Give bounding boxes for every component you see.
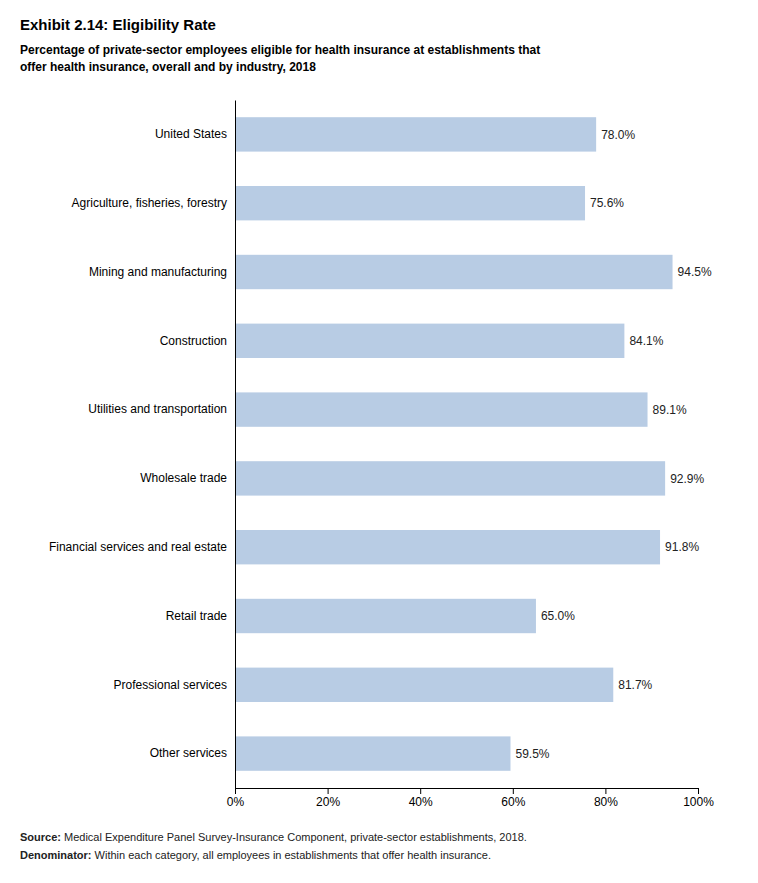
bar bbox=[235, 736, 510, 770]
y-tick-label: Construction bbox=[160, 334, 227, 348]
x-tick: 60% bbox=[501, 788, 525, 809]
y-tick: Agriculture, fisheries, forestry bbox=[72, 196, 235, 210]
y-tick-label: Financial services and real estate bbox=[49, 540, 227, 554]
data-label: 84.1% bbox=[629, 334, 663, 348]
data-labels: 78.0% 75.6% 94.5% 84.1% 89.1% 92.9% 91.8% 65.0%… bbox=[515, 128, 711, 761]
x-tick-label: 20% bbox=[316, 795, 340, 809]
bar bbox=[235, 530, 660, 564]
bar bbox=[235, 461, 665, 495]
subtitle: Percentage of private-sector employees e… bbox=[20, 43, 540, 74]
bar bbox=[235, 324, 624, 358]
x-tick-mark bbox=[605, 788, 606, 794]
y-tick-label: Agriculture, fisheries, forestry bbox=[72, 196, 227, 210]
x-tick-mark bbox=[328, 788, 329, 794]
x-tick-mark bbox=[420, 788, 421, 794]
x-tick-label: 40% bbox=[409, 795, 433, 809]
subtitle-line: offer health insurance, overall and by i… bbox=[20, 60, 316, 74]
y-tick: Retail trade bbox=[166, 609, 235, 623]
x-tick-label: 0% bbox=[227, 795, 245, 809]
y-tick-label: United States bbox=[155, 127, 227, 141]
x-tick-label: 80% bbox=[594, 795, 618, 809]
subtitle-line: Percentage of private-sector employees e… bbox=[20, 43, 540, 57]
title: Exhibit 2.14: Eligibility Rate bbox=[20, 16, 216, 33]
data-label: 78.0% bbox=[601, 128, 635, 142]
footnote-text: Within each category, all employees in e… bbox=[92, 849, 491, 861]
x-tick-mark bbox=[235, 788, 236, 794]
footnote-label: Source: bbox=[20, 831, 61, 843]
y-axis: United States Agriculture, fisheries, for… bbox=[49, 101, 236, 789]
y-tick: Utilities and transportation bbox=[88, 402, 235, 416]
y-tick: Wholesale trade bbox=[140, 471, 235, 485]
data-label: 91.8% bbox=[665, 540, 699, 554]
data-label: 65.0% bbox=[541, 609, 575, 623]
y-tick: Financial services and real estate bbox=[49, 540, 235, 554]
plot: 0% 20% 40% 60% 80% 100% United States Agricultu… bbox=[49, 101, 714, 809]
x-tick: 40% bbox=[409, 788, 433, 809]
data-label: 75.6% bbox=[590, 196, 624, 210]
x-tick-label: 60% bbox=[501, 795, 525, 809]
data-label: 94.5% bbox=[678, 265, 712, 279]
bar bbox=[235, 392, 648, 426]
y-tick: Other services bbox=[150, 746, 235, 760]
x-tick: 100% bbox=[683, 788, 714, 809]
y-tick: Mining and manufacturing bbox=[89, 265, 235, 279]
bar bbox=[235, 599, 536, 633]
x-tick: 80% bbox=[594, 788, 618, 809]
x-tick-mark bbox=[513, 788, 514, 794]
x-tick-label: 100% bbox=[683, 795, 714, 809]
y-tick-label: Other services bbox=[150, 746, 227, 760]
y-tick-label: Utilities and transportation bbox=[88, 402, 227, 416]
y-tick-label: Retail trade bbox=[166, 609, 228, 623]
x-axis: 0% 20% 40% 60% 80% 100% bbox=[227, 788, 714, 809]
x-tick-mark bbox=[698, 788, 699, 794]
data-label: 92.9% bbox=[670, 472, 704, 486]
chart: Exhibit 2.14: Eligibility Rate Percentage… bbox=[0, 0, 758, 883]
y-axis-line bbox=[235, 101, 236, 789]
y-tick-label: Professional services bbox=[114, 678, 227, 692]
y-tick-label: Wholesale trade bbox=[140, 471, 227, 485]
bar bbox=[235, 668, 613, 702]
y-tick: Construction bbox=[160, 334, 235, 348]
x-axis-line bbox=[236, 789, 699, 795]
data-label: 89.1% bbox=[653, 403, 687, 417]
footnote-label: Denominator: bbox=[20, 849, 92, 861]
bars bbox=[235, 117, 673, 771]
y-tick: United States bbox=[155, 127, 235, 141]
bar bbox=[235, 117, 596, 151]
bar bbox=[235, 255, 673, 289]
bar bbox=[235, 186, 585, 220]
footnote-text: Medical Expenditure Panel Survey-Insuran… bbox=[61, 831, 527, 843]
y-tick-label: Mining and manufacturing bbox=[89, 265, 227, 279]
data-label: 81.7% bbox=[618, 678, 652, 692]
x-tick: 20% bbox=[316, 788, 340, 809]
footnote: Denominator: Within each category, all e… bbox=[20, 849, 491, 861]
footnote: Source: Medical Expenditure Panel Survey… bbox=[20, 831, 527, 843]
data-label: 59.5% bbox=[515, 747, 549, 761]
y-tick: Professional services bbox=[114, 678, 235, 692]
x-tick: 0% bbox=[227, 788, 245, 809]
